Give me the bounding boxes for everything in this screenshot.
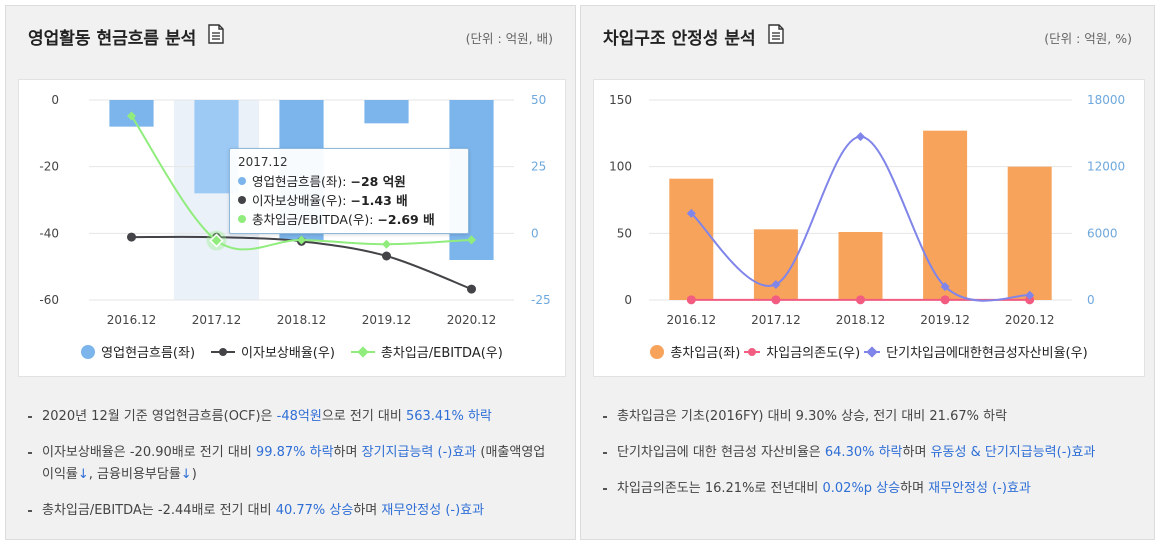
y-tick-left: 0: [51, 93, 59, 107]
ocf-panel-title-wrap: 영업활동 현금흐름 분석: [28, 24, 224, 49]
series-point: [856, 132, 865, 142]
series-point: [382, 251, 391, 261]
ocf-panel-title: 영업활동 현금흐름 분석: [28, 29, 197, 49]
debt-notes: 총차입금은 기초(2016FY) 대비 9.30% 상승, 전기 대비 21.6…: [603, 406, 1136, 514]
y-tick-right: 50: [531, 93, 546, 107]
bar: [753, 229, 798, 300]
series-point: [1025, 295, 1035, 305]
series-point: [686, 295, 696, 305]
debt-chart-svg: 150 100 50 0 18000 12000 6000 0 2016.12 2017.12 20…: [609, 93, 1125, 327]
series-point: [127, 232, 136, 242]
x-tick: 2018.12: [277, 313, 327, 327]
bar: [364, 100, 409, 124]
series-point: [382, 239, 391, 249]
y-tick-left: 0: [624, 293, 632, 307]
x-tick: 2020.12: [447, 313, 497, 327]
y-tick-left: -40: [39, 226, 59, 240]
hover-marker: [209, 233, 224, 248]
x-tick: 2017.12: [751, 313, 801, 327]
series-point: [940, 282, 950, 292]
debt-note-1: 총차입금은 기초(2016FY) 대비 9.30% 상승, 전기 대비 21.6…: [603, 406, 1136, 428]
series-point: [297, 235, 306, 245]
legend-item-ocf[interactable]: 영업현금흐름(좌): [81, 342, 195, 361]
ocf-note-2: 이자보상배율은 -20.90배로 전기 대비 99.87% 하락하며 장기지급능…: [28, 442, 557, 486]
series-point: [856, 295, 865, 305]
tooltip-row-icr: 이자보상배율(우): −1.43 배: [238, 190, 460, 209]
y-tick-left: -60: [39, 293, 59, 307]
x-tick: 2018.12: [836, 313, 886, 327]
bar: [923, 130, 968, 300]
series-point: [467, 284, 476, 294]
ocf-legend: 영업현금흐름(좌) 이자보상배율(우) 총차입금/EBITDA(우): [19, 342, 565, 361]
debt-chart: 150 100 50 0 18000 12000 6000 0 2016.12 2017.12 20…: [593, 79, 1145, 377]
series-point: [686, 208, 696, 218]
y-tick-right: 0: [1087, 293, 1095, 307]
y-tick-right: 25: [531, 160, 546, 174]
y-tick-left: -20: [39, 160, 59, 174]
ocf-note-1: 2020년 12월 기준 영업현금흐름(OCF)은 -48억원으로 전기 대비 …: [28, 406, 557, 428]
x-tick: 2019.12: [362, 313, 412, 327]
series-point: [1025, 290, 1035, 300]
y-tick-right: 12000: [1087, 160, 1125, 174]
legend-item-total-debt[interactable]: 총차입금(좌): [650, 342, 740, 361]
x-tick: 2020.12: [1005, 313, 1055, 327]
ocf-note-3: 총차입금/EBITDA는 -2.44배로 전기 대비 40.77% 상승하며 재…: [28, 500, 557, 522]
bar: [1007, 166, 1052, 300]
y-tick-right: 6000: [1087, 226, 1118, 240]
document-icon[interactable]: [767, 24, 784, 49]
x-tick: 2019.12: [920, 313, 970, 327]
debt-note-2: 단기차입금에 대한 현금성 자산비율은 64.30% 하락하며 유동성 & 단기…: [603, 442, 1136, 464]
tooltip-date: 2017.12: [238, 155, 288, 169]
x-tick: 2017.12: [192, 313, 242, 327]
series-point: [940, 295, 950, 305]
y-tick-left: 50: [617, 226, 632, 240]
chart-tooltip: 2017.12 영업현금흐름(좌): −28 억원 이자보상배율(우): −1.43…: [229, 148, 469, 234]
legend-item-icr[interactable]: 이자보상배율(우): [211, 342, 335, 361]
series-point: [771, 279, 781, 289]
ocf-panel: 영업활동 현금흐름 분석 (단위 : 억원, 배) 0 -20 -40 -60 50 25…: [5, 5, 576, 540]
debt-panel-title-wrap: 차입구조 안정성 분석: [603, 24, 784, 49]
ocf-notes: 2020년 12월 기준 영업현금흐름(OCF)은 -48억원으로 전기 대비 …: [28, 406, 557, 536]
y-tick-left: 100: [609, 160, 632, 174]
debt-unit: (단위 : 억원, %): [1044, 31, 1132, 46]
y-tick-right: 18000: [1087, 93, 1125, 107]
tooltip-row-ocf: 영업현금흐름(좌): −28 억원: [238, 171, 460, 190]
series-point: [467, 235, 476, 245]
series-point: [771, 295, 781, 305]
debt-panel-title: 차입구조 안정성 분석: [603, 29, 756, 49]
legend-item-debt-ebitda[interactable]: 총차입금/EBITDA(우): [350, 342, 503, 361]
debt-panel: 차입구조 안정성 분석 (단위 : 억원, %) 150 100 50 0 18000 1…: [580, 5, 1155, 540]
legend-item-cash-ratio[interactable]: 단기차입금에대한현금성자산비율(우): [864, 342, 1088, 361]
debt-legend: 총차입금(좌) 차입금의존도(우) 단기차입금에대한현금성자산비율(우): [594, 342, 1144, 361]
ocf-unit: (단위 : 억원, 배): [465, 31, 553, 46]
tooltip-row-debt-ebitda: 총차입금/EBITDA(우): −2.69 배: [238, 209, 460, 228]
bar: [838, 232, 883, 300]
x-tick: 2016.12: [666, 313, 716, 327]
x-tick: 2016.12: [107, 313, 157, 327]
debt-note-3: 차입금의존도는 16.21%로 전년대비 0.02%p 상승하며 재무안정성 (…: [603, 478, 1136, 500]
legend-item-debt-ratio[interactable]: 차입금의존도(우): [744, 342, 860, 361]
series-line: [130, 115, 472, 251]
ocf-chart: 0 -20 -40 -60 50 25 0 -25 2016.12 2017.12 2018.12 2…: [18, 79, 566, 377]
series-point: [127, 111, 136, 121]
y-tick-right: -25: [531, 293, 551, 307]
y-tick-right: 0: [531, 226, 539, 240]
bar: [669, 178, 714, 300]
y-tick-left: 150: [609, 93, 632, 107]
document-icon[interactable]: [208, 24, 224, 49]
